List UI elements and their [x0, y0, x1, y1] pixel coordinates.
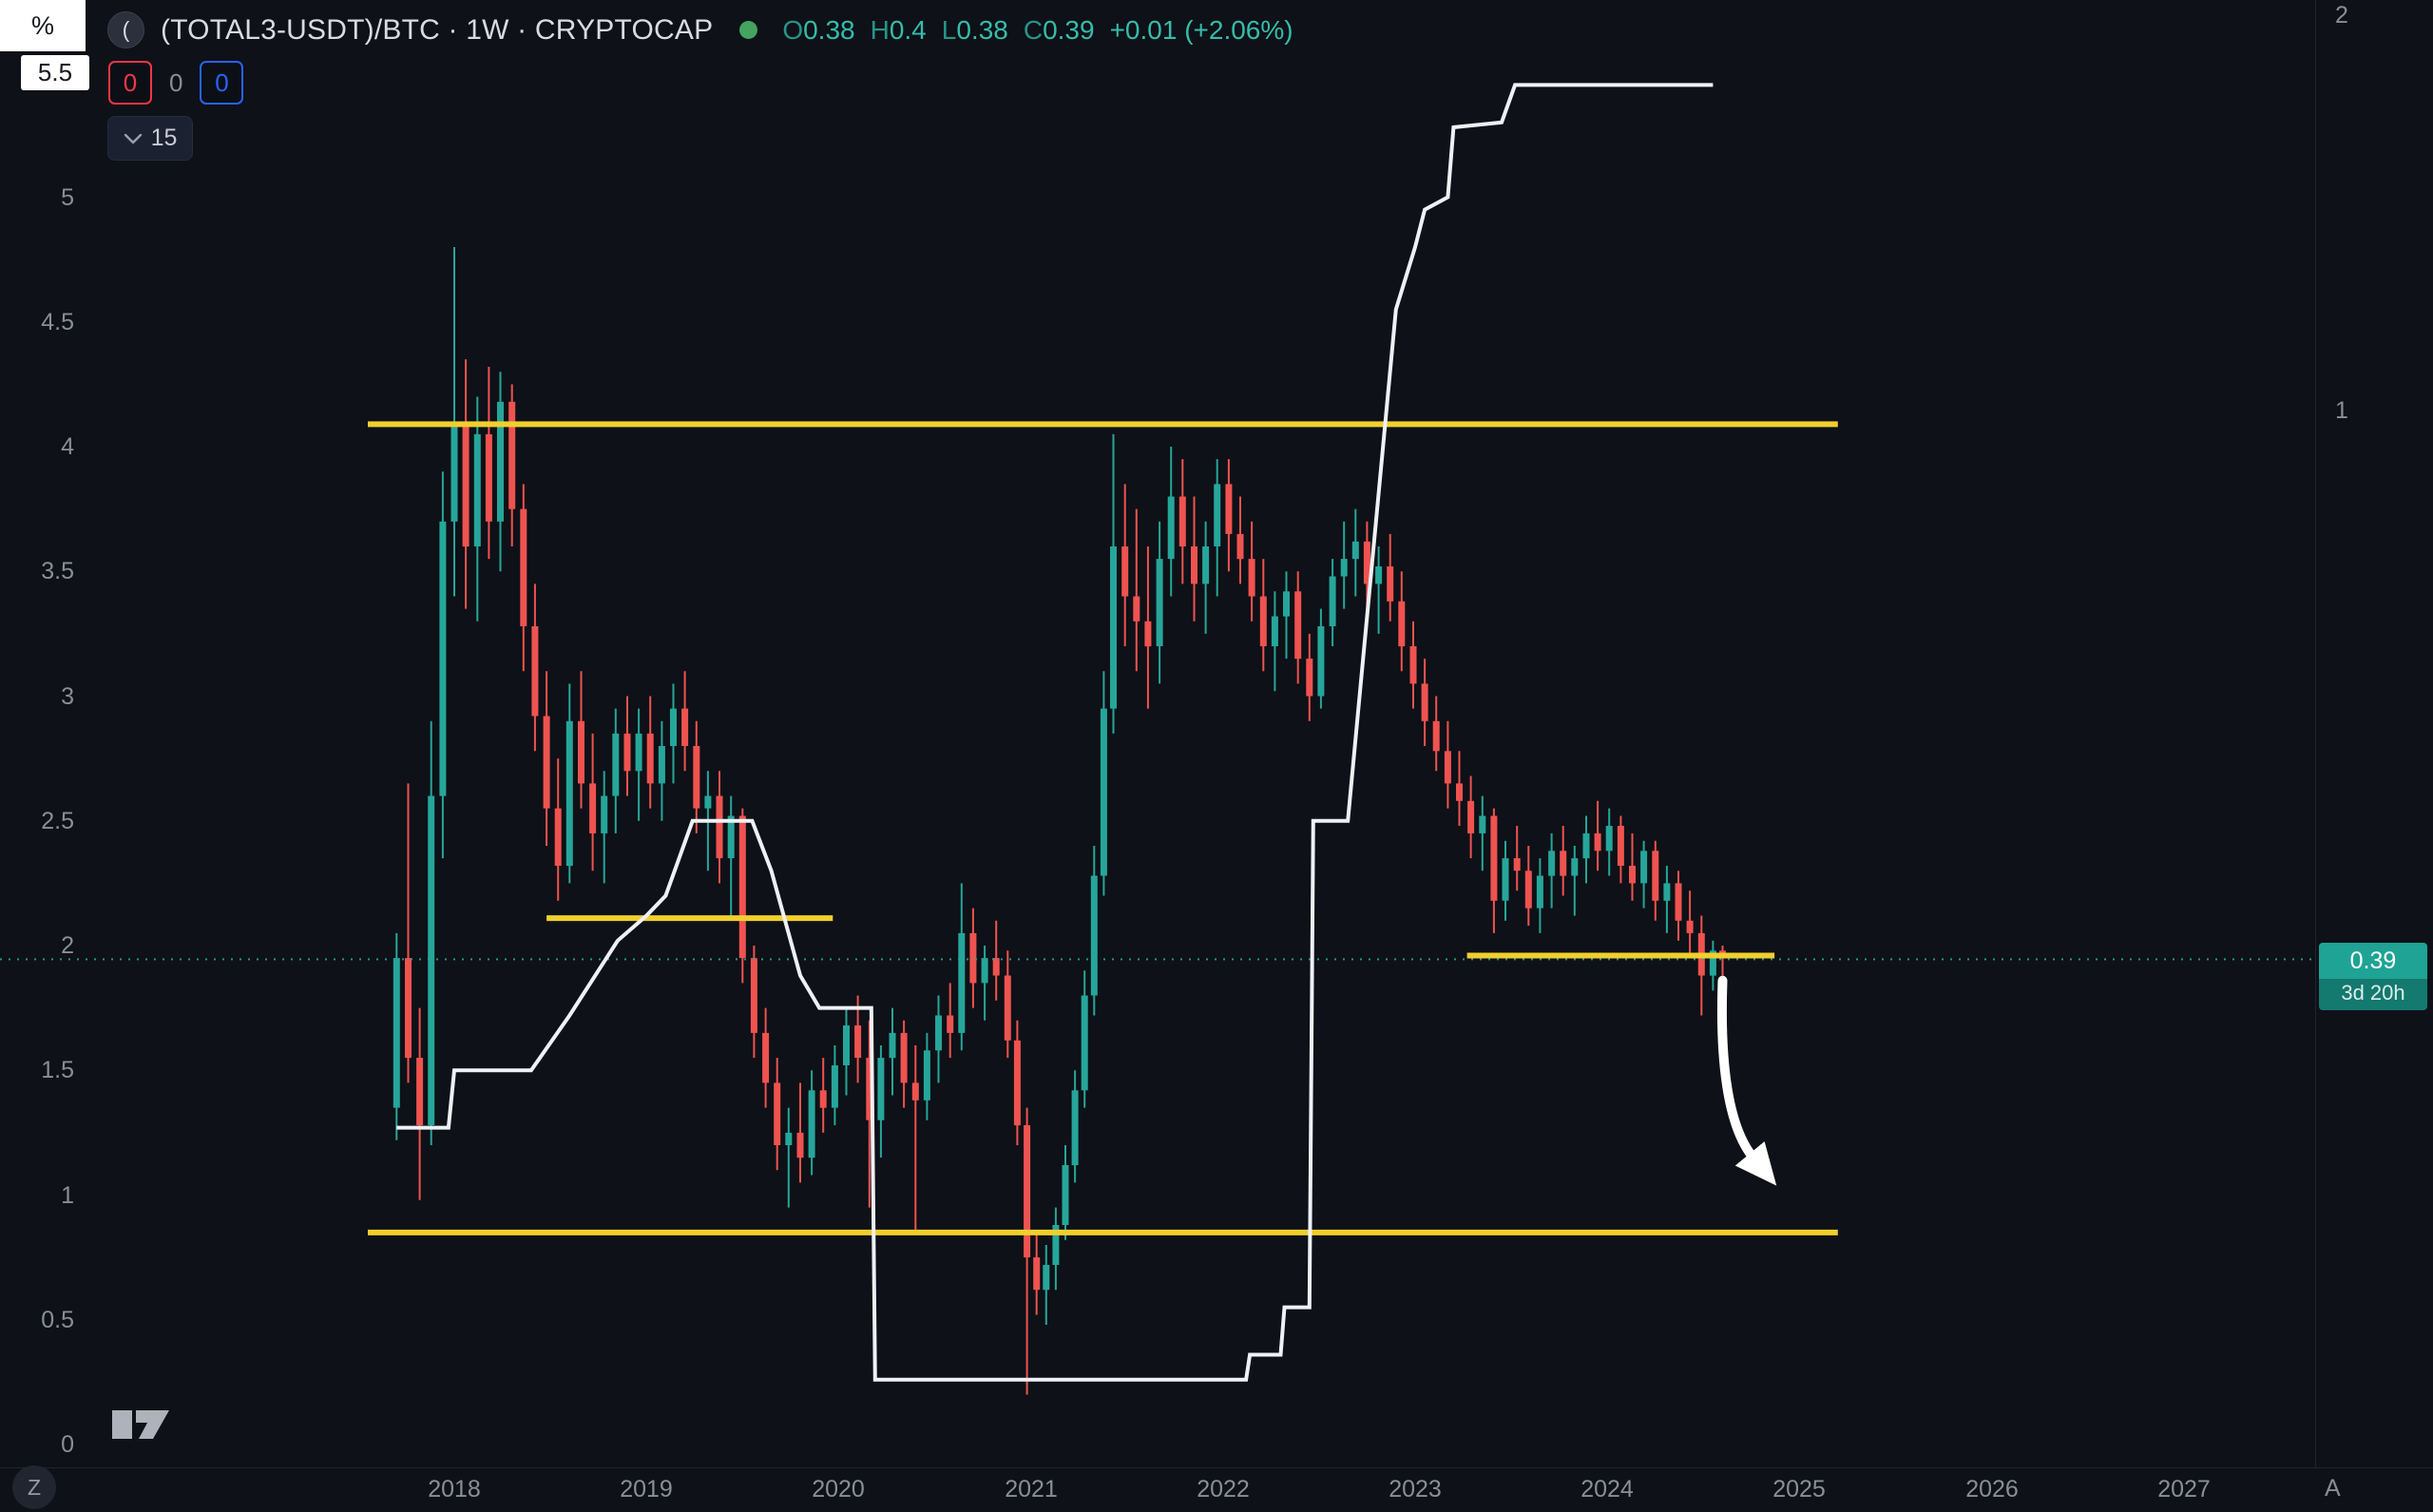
tradingview-logo[interactable] — [112, 1399, 171, 1444]
current-price-label: 0.39 3d 20h — [2319, 943, 2427, 1010]
auto-scale-badge[interactable]: A — [2325, 1475, 2341, 1502]
time-axis-label: 2019 — [620, 1476, 673, 1502]
price-axis-label: 5 — [61, 183, 74, 211]
time-axis-label: 2025 — [1772, 1476, 1826, 1502]
price-axis-label: 1.5 — [41, 1057, 74, 1084]
interval-dropdown[interactable]: 15 — [107, 116, 193, 161]
candles-layer — [393, 247, 1726, 1395]
chevron-down-icon — [124, 133, 142, 144]
close-value: C0.39 — [1023, 14, 1095, 45]
time-axis-label: 2018 — [428, 1476, 481, 1502]
time-axis-label: 2026 — [1965, 1476, 2019, 1502]
time-axis-label: 2027 — [2157, 1476, 2211, 1502]
axis-top-value-label: 5.5 — [21, 55, 89, 90]
ohlc-values: O0.38 H0.4 L0.38 C0.39 +0.01 (+2.06%) — [782, 15, 1293, 46]
white-overlay-line[interactable] — [396, 83, 1714, 1382]
time-axis-label: 2022 — [1197, 1476, 1250, 1502]
price-axis-label: 1 — [61, 1181, 74, 1209]
indicator-counters: 0 0 0 — [108, 61, 244, 105]
bar-countdown-label: 3d 20h — [2319, 979, 2427, 1010]
time-scale[interactable]: 2018 2019 2020 2021 2022 2023 2024 2025 2026 2027… — [0, 1467, 2433, 1512]
current-price-value: 0.39 — [2319, 943, 2427, 979]
open-value: O0.38 — [782, 14, 855, 45]
time-axis-label: 2020 — [812, 1476, 865, 1502]
right-axis-label: 1 — [2335, 397, 2348, 424]
interval-value: 15 — [150, 124, 178, 151]
low-value: L0.38 — [941, 14, 1008, 45]
market-status-icon[interactable] — [739, 21, 758, 39]
drawing-arrow[interactable] — [1716, 975, 1777, 1186]
right-price-scale[interactable]: 2 1 0.39 3d 20h — [2315, 0, 2433, 1467]
price-axis-label: 2 — [61, 932, 74, 959]
time-axis-label: 2024 — [1580, 1476, 1634, 1502]
high-value: H0.4 — [870, 14, 927, 45]
price-axis-label: 3.5 — [41, 558, 74, 585]
price-axis-label: 3 — [61, 682, 74, 710]
percent-mode-button[interactable]: % — [0, 0, 86, 51]
symbol-title[interactable]: (TOTAL3-USDT)/BTC · 1W · CRYPTOCAP — [161, 13, 714, 46]
symbol-legend: ( (TOTAL3-USDT)/BTC · 1W · CRYPTOCAP O0.… — [107, 11, 1293, 48]
price-axis-label: 4.5 — [41, 308, 74, 335]
time-axis-label: 2021 — [1005, 1476, 1058, 1502]
price-axis-label: 4 — [61, 433, 74, 460]
symbol-logo-icon: ( — [107, 11, 144, 48]
red-counter-button[interactable]: 0 — [108, 61, 152, 105]
price-axis-label: 0 — [61, 1431, 74, 1458]
price-axis-label: 0.5 — [41, 1306, 74, 1333]
time-axis-label: 2023 — [1389, 1476, 1442, 1502]
neutral-counter-label: 0 — [169, 67, 183, 97]
right-axis-label: 2 — [2335, 2, 2348, 29]
change-value: +0.01 (+2.06%) — [1109, 14, 1293, 45]
z-corner-button[interactable]: Z — [12, 1465, 56, 1509]
price-axis-label: 2.5 — [41, 807, 74, 834]
blue-counter-button[interactable]: 0 — [200, 61, 244, 105]
